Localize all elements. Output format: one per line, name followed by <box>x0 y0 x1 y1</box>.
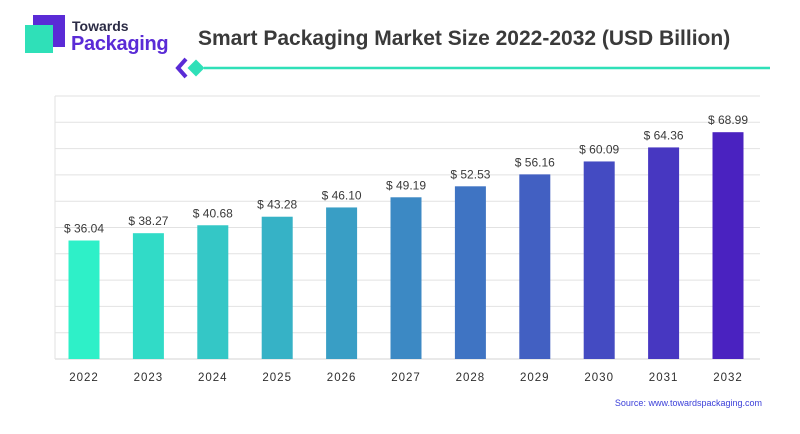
x-tick-label-2022: 2022 <box>69 372 99 384</box>
bar-2025 <box>261 216 293 359</box>
bar-2026 <box>326 207 358 359</box>
data-label-2025: $ 43.28 <box>257 198 297 212</box>
source-note: Source: www.towardspackaging.com <box>614 398 762 408</box>
bar-2023 <box>132 233 164 359</box>
bar-2032 <box>712 132 744 359</box>
data-label-2026: $ 46.10 <box>322 188 362 202</box>
bar-2028 <box>454 186 486 359</box>
data-label-2022: $ 36.04 <box>64 222 104 236</box>
x-tick-label-2023: 2023 <box>134 372 164 384</box>
bar-2031 <box>648 147 680 359</box>
data-label-2023: $ 38.27 <box>128 214 168 228</box>
bar-2022 <box>68 240 100 359</box>
data-label-2024: $ 40.68 <box>193 206 233 220</box>
data-label-2028: $ 52.53 <box>450 167 490 181</box>
x-tick-label-2030: 2030 <box>584 372 614 384</box>
bar-2029 <box>519 174 551 359</box>
brand-line1: Towards <box>72 18 129 34</box>
data-label-2029: $ 56.16 <box>515 155 555 169</box>
title-underline-decoration <box>175 57 770 79</box>
x-tick-label-2029: 2029 <box>520 372 550 384</box>
x-tick-label-2024: 2024 <box>198 372 228 384</box>
bar-chart: $ 36.04 $ 38.27 $ 40.68 $ 43.28 $ 46.10 $ 49.… <box>54 95 760 384</box>
data-label-2031: $ 64.36 <box>644 128 684 142</box>
brand-line2: Packaging <box>71 33 169 55</box>
bar-2027 <box>390 197 422 359</box>
brand-logo: Towards Packaging <box>25 15 175 59</box>
data-label-2027: $ 49.19 <box>386 178 426 192</box>
chart-title: Smart Packaging Market Size 2022-2032 (U… <box>198 27 731 50</box>
logo-mark-icon <box>25 15 65 53</box>
x-tick-label-2031: 2031 <box>649 372 679 384</box>
bar-2030 <box>583 161 615 359</box>
diamond-icon <box>187 59 205 77</box>
bar-2024 <box>197 225 229 359</box>
x-tick-label-2032: 2032 <box>713 372 743 384</box>
x-tick-label-2026: 2026 <box>327 372 357 384</box>
chevron-left-icon <box>175 57 188 79</box>
data-label-2032: $ 68.99 <box>708 113 748 127</box>
x-tick-label-2028: 2028 <box>456 372 486 384</box>
x-tick-label-2027: 2027 <box>391 372 421 384</box>
x-tick-label-2025: 2025 <box>262 372 292 384</box>
data-label-2030: $ 60.09 <box>579 142 619 156</box>
